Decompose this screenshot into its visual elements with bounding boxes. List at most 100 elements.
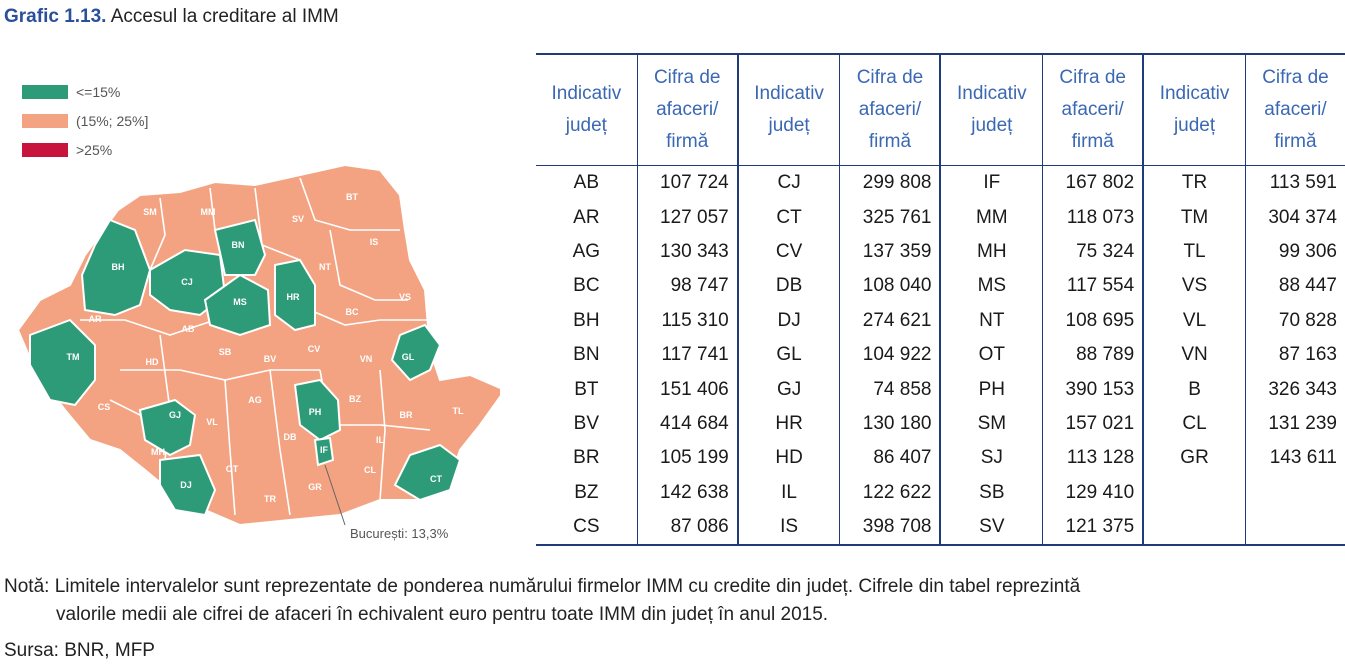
label-mm: MM: [201, 207, 216, 217]
label-cs: CS: [98, 402, 111, 412]
county-code-cell: CS: [536, 509, 638, 546]
chart-title: Grafic 1.13. Accesul la creditare al IMM: [4, 6, 339, 28]
county-code-cell: GJ: [737, 372, 841, 407]
turnover-cell: 74 858: [839, 372, 942, 407]
county-code-cell: BH: [536, 303, 638, 338]
label-gj: GJ: [169, 410, 181, 420]
turnover-cell: 325 761: [839, 200, 942, 235]
county-code-cell: IL: [737, 475, 841, 510]
label-br: BR: [400, 410, 413, 420]
turnover-cell: 414 684: [637, 406, 739, 442]
legend-swatch-high: [22, 143, 68, 157]
turnover-cell: 117 554: [1042, 269, 1145, 304]
county-code-cell: AR: [536, 200, 638, 235]
label-ab: AB: [182, 324, 195, 334]
legend-swatch-mid: [22, 114, 68, 128]
legend-label-low: <=15%: [76, 84, 121, 100]
source: Sursa: BNR, MFP: [4, 640, 155, 661]
turnover-cell: 274 621: [839, 303, 942, 338]
county-code-cell: SM: [940, 406, 1044, 442]
turnover-cell: 129 410: [1042, 475, 1145, 510]
table-row: AG 130 343 CV 137 359 MH 75 324 TL 99 306: [536, 234, 1345, 270]
county-code-cell: TR: [1143, 165, 1246, 201]
turnover-cell: 326 343: [1268, 378, 1337, 400]
county-code-cell: MH: [940, 234, 1044, 270]
county-code-cell: BC: [536, 269, 638, 304]
header-code: Indicativ județ: [536, 54, 638, 166]
label-bt: BT: [346, 192, 358, 202]
turnover-cell: 115 310: [637, 303, 739, 338]
turnover-cell: 87 163: [1278, 344, 1337, 366]
turnover-cell: 122 622: [839, 475, 942, 510]
table-row: CS 87 086 IS 398 708 SV 121 375: [536, 509, 1345, 546]
county-if: [313, 436, 335, 467]
label-gl: GL: [402, 352, 415, 362]
county-code-cell: GR: [1143, 441, 1246, 476]
county-code-cell: PH: [940, 372, 1044, 407]
county-code-cell: DB: [737, 269, 841, 304]
label-sm: SM: [143, 207, 157, 217]
legend: <=15% (15%; 25%] >25%: [22, 82, 148, 169]
label-ot: OT: [226, 464, 239, 474]
label-ct: CT: [430, 474, 442, 484]
county-code-cell: BV: [536, 406, 638, 442]
county-code-cell: VS: [1143, 269, 1246, 304]
county-gl: [390, 323, 442, 382]
county-code-cell: CT: [737, 200, 841, 235]
label-cj: CJ: [181, 277, 193, 287]
turnover-cell: 167 802: [1042, 165, 1145, 201]
turnover-cell: 75 324: [1042, 234, 1145, 270]
turnover-cell: [1245, 476, 1345, 510]
county-hr: [274, 258, 316, 332]
label-tl: TL: [453, 406, 464, 416]
header-code: Indicativ județ: [940, 54, 1044, 166]
turnover-cell: 131 239: [1268, 412, 1337, 434]
turnover-cell: 99 306: [1278, 240, 1337, 262]
note-prefix: Notă:: [4, 576, 50, 597]
label-vs: VS: [399, 292, 411, 302]
county-code-cell: SJ: [940, 441, 1044, 476]
turnover-cell: 390 153: [1042, 372, 1145, 407]
label-hd: HD: [146, 357, 159, 367]
county-code-cell: BN: [536, 337, 638, 373]
turnover-cell: 118 073: [1042, 200, 1145, 235]
county-code-cell: VN: [1143, 337, 1246, 373]
turnover-cell: 151 406: [637, 372, 739, 407]
label-hr: HR: [287, 292, 300, 302]
legend-item-high: >25%: [22, 140, 148, 160]
turnover-cell: 87 086: [637, 509, 739, 546]
table-row: BT 151 406 GJ 74 858 PH 390 153 B 326 343: [536, 372, 1345, 407]
chart-title-text: Accesul la creditare al IMM: [110, 6, 339, 27]
romania-map: SM MM SV BT IS NT VS BC BH CJ BN MS HR A…: [16, 163, 500, 527]
chart-number: Grafic 1.13.: [4, 6, 107, 27]
label-cl: CL: [364, 465, 376, 475]
county-code-cell: IS: [737, 509, 841, 546]
county-code-cell: HR: [737, 406, 841, 442]
label-sv: SV: [292, 214, 304, 224]
county-table: Indicativ județ Cifra de afaceri/ firmă …: [536, 53, 1345, 547]
county-code-cell: OT: [940, 337, 1044, 373]
table-body: AB 107 724 CJ 299 808 IF 167 802 TR 113 591 AR 12…: [536, 165, 1345, 546]
turnover-cell: 98 747: [637, 269, 739, 304]
label-ph: PH: [309, 407, 322, 417]
turnover-cell: 86 407: [839, 441, 942, 476]
county-ct: [393, 443, 462, 502]
legend-swatch-low: [22, 85, 68, 99]
label-ag: AG: [248, 395, 262, 405]
label-db: DB: [284, 432, 297, 442]
label-mh: MH: [151, 447, 165, 457]
legend-item-mid: (15%; 25%]: [22, 111, 148, 131]
county-code-cell: BT: [536, 372, 638, 407]
label-ms: MS: [233, 297, 247, 307]
county-code-cell: NT: [940, 303, 1044, 338]
turnover-cell: 130 180: [839, 406, 942, 442]
turnover-cell: 127 057: [637, 200, 739, 235]
turnover-cell: 157 021: [1042, 406, 1145, 442]
table-row: BZ 142 638 IL 122 622 SB 129 410: [536, 475, 1345, 510]
label-bc: BC: [346, 307, 359, 317]
label-il: IL: [376, 435, 385, 445]
turnover-cell: 70 828: [1278, 309, 1337, 331]
label-nt: NT: [319, 262, 331, 272]
county-code-cell: VL: [1143, 303, 1246, 338]
header-value: Cifra de afaceri/ firmă: [637, 54, 739, 166]
